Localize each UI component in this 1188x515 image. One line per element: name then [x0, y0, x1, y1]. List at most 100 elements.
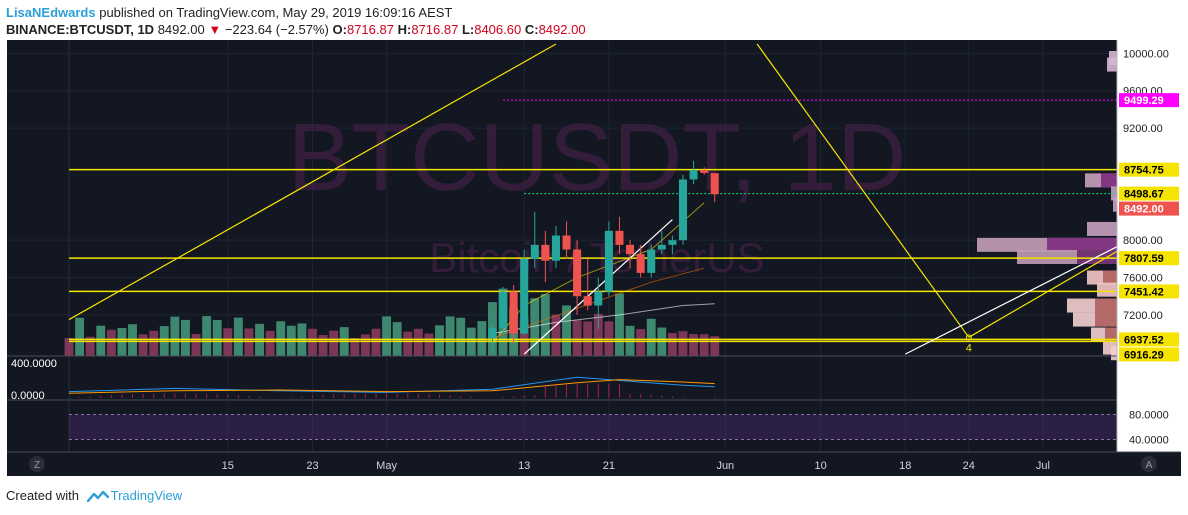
- volume-bar: [636, 329, 646, 356]
- scale-button: [1141, 456, 1157, 472]
- pane-separators: [7, 355, 1181, 401]
- volume-bar: [318, 335, 328, 356]
- chart-area[interactable]: BTCUSDT, 1D Bitcoin / TetherUS 4 10000.0…: [7, 40, 1181, 476]
- price-tick-label: 10000.00: [1123, 48, 1169, 60]
- price-chart[interactable]: BTCUSDT, 1D Bitcoin / TetherUS 4 10000.0…: [7, 40, 1181, 476]
- symbol-line: BINANCE:BTCUSDT, 1D 8492.00 ▼ −223.64 (−…: [6, 21, 1182, 39]
- tradingview-brand[interactable]: TradingView: [110, 488, 183, 503]
- chart-header: LisaNEdwards published on TradingView.co…: [6, 4, 1182, 40]
- price-label-box: [1119, 251, 1179, 266]
- price-label-box: [1119, 284, 1179, 299]
- volume-bar: [646, 318, 656, 356]
- price-tick-label: 7200.00: [1123, 310, 1163, 322]
- volume-bar: [85, 336, 95, 356]
- candle-body: [678, 179, 688, 241]
- price-label-box: [1119, 93, 1179, 108]
- volume-bar: [403, 331, 413, 356]
- volume-bar: [233, 317, 243, 356]
- price-label-box: [1119, 186, 1179, 201]
- volume-bar: [615, 293, 624, 356]
- volume-bar: [424, 333, 434, 356]
- volume-bar: [350, 337, 360, 356]
- scale-button-label: Z: [34, 460, 40, 471]
- high-value: 8716.87: [411, 22, 459, 37]
- price-label-box: [1119, 332, 1179, 347]
- candle-body: [573, 249, 582, 297]
- rsi-band: [69, 414, 1117, 440]
- time-axis[interactable]: 15 23 May 13 21 Jun 10 18 24 Jul Z A: [7, 451, 1181, 476]
- candle-body: [668, 240, 677, 245]
- low-value: 8406.60: [474, 22, 522, 37]
- volume-profile-bar: [1101, 173, 1117, 188]
- time-tick-label: 18: [899, 460, 911, 472]
- price-label-text: 8498.67: [1124, 189, 1164, 201]
- price-tick-label: 9200.00: [1123, 123, 1163, 135]
- volume-bar: [64, 338, 74, 356]
- price-label-box: [1119, 162, 1179, 177]
- close-label: C:: [524, 22, 539, 37]
- volume-bar: [477, 321, 487, 356]
- candle-body: [689, 170, 698, 180]
- volume-bar: [265, 330, 275, 356]
- volume-bar: [308, 328, 317, 356]
- price-tick-label: 8000.00: [1123, 235, 1163, 247]
- footer: Created with TradingView: [6, 488, 182, 503]
- volume-profile-bar: [1111, 346, 1117, 361]
- candle-body: [594, 291, 603, 306]
- volume-bar: [202, 316, 212, 356]
- price-axis[interactable]: 10000.009600.009200.008000.007600.007200…: [11, 40, 1181, 452]
- indicator-signal-line: [68, 379, 715, 394]
- price-label-text: 7451.42: [1124, 286, 1164, 298]
- publish-line: LisaNEdwards published on TradingView.co…: [6, 4, 1182, 21]
- candle-body: [657, 244, 666, 250]
- indicator-line: [68, 376, 715, 393]
- time-tick-label: 10: [814, 460, 826, 472]
- volume-bar: [540, 294, 550, 356]
- created-with-text: Created with: [6, 488, 79, 503]
- down-arrow-icon: ▼: [208, 22, 222, 37]
- volume-bar: [456, 317, 466, 356]
- candle-body: [520, 258, 529, 334]
- volume-bar: [191, 334, 201, 356]
- volume-bar: [551, 314, 561, 356]
- volume-bar: [689, 334, 699, 356]
- volume-bar: [445, 316, 455, 356]
- price-label-box: [1119, 347, 1179, 362]
- time-tick-label: May: [376, 460, 397, 472]
- moving-average-line: [492, 303, 715, 335]
- volume-bar: [149, 330, 159, 356]
- volume-bar: [678, 331, 688, 356]
- volume-bar: [212, 320, 222, 356]
- tradingview-logo-icon: [86, 490, 109, 503]
- published-text: published on TradingView.com, May 29, 20…: [99, 5, 453, 20]
- price-labels: 9499.29 8754.75 8498.67 8492.00 7807.59 7451.…: [1119, 93, 1179, 362]
- author-link[interactable]: LisaNEdwards: [6, 5, 96, 20]
- uptrend-line: [68, 43, 557, 321]
- scale-button-label: A: [1146, 460, 1153, 471]
- volume-bar: [170, 316, 180, 356]
- price-axis-background: [1117, 40, 1181, 452]
- price-label-text: 8754.75: [1124, 165, 1164, 177]
- time-tick-label: 24: [963, 460, 975, 472]
- volume-bar: [562, 305, 571, 356]
- volume-bar: [360, 334, 370, 356]
- scale-button: [29, 456, 45, 472]
- volume-bar: [413, 328, 423, 356]
- time-tick-label: 15: [222, 460, 234, 472]
- price-change: −223.64 (−2.57%): [224, 22, 329, 37]
- watermark-symbol: BTCUSDT, 1D: [288, 104, 907, 211]
- volume-profile-bar: [1105, 327, 1117, 342]
- volume-profile-bar: [1047, 237, 1117, 252]
- candle-body: [626, 244, 635, 255]
- time-tick-label: 23: [306, 460, 318, 472]
- candle-body: [636, 254, 645, 273]
- open-label: O:: [332, 22, 347, 37]
- price-label-text: 6916.29: [1124, 349, 1164, 361]
- volume-bar: [75, 317, 85, 356]
- time-tick-label: 13: [518, 460, 530, 472]
- candle-body: [551, 235, 560, 261]
- volume-profile-bar: [1097, 282, 1117, 297]
- projection-line-down: [756, 43, 970, 338]
- last-price: 8492.00: [157, 22, 205, 37]
- support-line-projection: [905, 246, 1118, 355]
